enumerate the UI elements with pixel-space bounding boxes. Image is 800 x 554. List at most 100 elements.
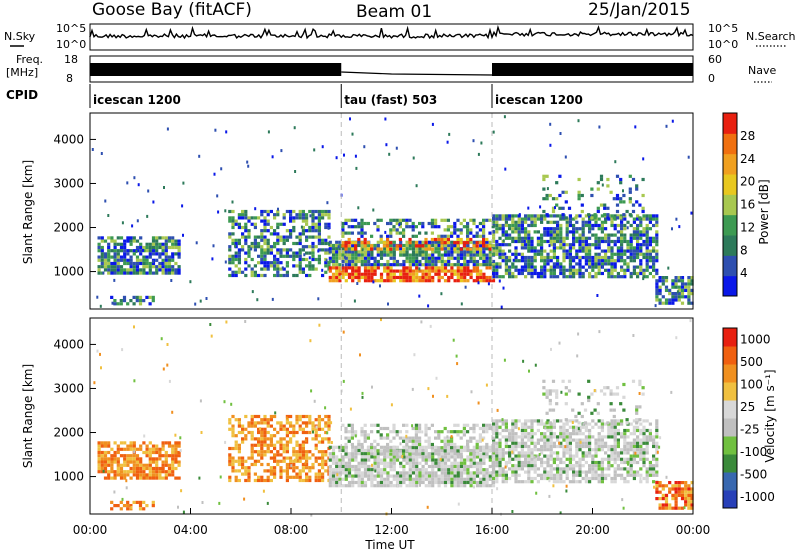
velocity-cell [555,402,559,406]
velocity-cell [434,477,438,481]
power-cell [174,252,178,256]
velocity-cell [501,470,505,474]
power-cell [575,271,579,276]
velocity-cell [655,484,659,488]
velocity-cell [472,445,476,449]
velocity-cell [475,484,480,488]
power-cell [575,262,579,266]
velocity-cell [671,493,675,497]
power-cell [354,247,358,251]
power-cell [517,227,521,231]
power-cell [536,239,540,244]
power-cell [373,259,377,264]
power-cell [620,227,624,231]
power-cell [645,265,649,269]
power-cell [584,236,588,240]
power-cell [508,271,512,276]
velocity-cell [107,457,111,461]
velocity-cell [301,446,305,451]
power-cell [466,263,470,267]
velocity-cell [386,464,390,469]
velocity-cell [424,423,428,427]
power-scatter-point [579,240,582,244]
power-cell [664,285,669,289]
velocity-cell [469,464,473,469]
velocity-cell [360,426,364,431]
power-cell [100,252,104,256]
velocity-cell [504,470,508,474]
velocity-cell [228,421,232,425]
power-cell [501,249,505,253]
velocity-scatter-point [168,379,171,383]
velocity-cell [328,445,332,449]
power-cell [514,275,518,279]
velocity-cell [389,448,393,453]
velocity-cell [562,467,566,471]
velocity-cell [504,476,508,481]
velocity-cell [440,430,444,434]
power-cell [260,254,264,258]
power-cell [623,252,627,256]
power-cell [648,252,652,256]
power-cell [636,271,640,276]
velocity-cell [148,473,152,477]
velocity-cell [671,487,675,491]
power-cell [655,223,659,228]
power-cell [119,302,123,306]
velocity-cell [664,484,669,488]
power-cell [594,243,598,247]
power-cell [301,229,305,233]
power-cell [462,244,466,248]
velocity-cell [142,507,146,511]
velocity-cell [572,432,576,436]
velocity-cell [253,450,257,454]
velocity-cell [551,379,556,383]
power-cell [636,236,640,240]
velocity-cell [289,424,293,428]
velocity-cell [103,460,108,464]
power-cell [113,255,117,259]
velocity-cell [520,441,524,445]
power-cell [575,220,579,224]
power-cell [578,246,582,250]
velocity-cell [414,439,418,443]
velocity-cell [447,452,451,456]
power-scatter-point [634,125,637,129]
power-cell [568,220,572,224]
velocity-cell [626,457,630,461]
velocity-cell [450,430,454,434]
velocity-cell [424,445,428,449]
velocity-cell [110,466,114,471]
power-cell [424,250,428,254]
power-cell [578,271,582,276]
power-cell [395,228,399,232]
power-cell [504,259,508,263]
power-cell [495,220,499,224]
velocity-cell [363,468,368,472]
power-cell [276,267,280,271]
velocity-cell [443,439,447,443]
velocity-cell [677,490,681,494]
velocity-cell [469,477,473,481]
power-cell [437,234,441,238]
power-cell [594,259,598,263]
power-cell [628,213,632,217]
velocity-cell [273,472,277,476]
velocity-cell [610,419,614,423]
power-cell [482,237,486,242]
velocity-cell [482,477,486,481]
velocity-cell [597,425,601,429]
power-cell [418,221,422,226]
power-cell [501,255,505,260]
velocity-cell [533,464,537,468]
velocity-scatter-point [296,459,299,463]
power-cell [408,237,412,242]
velocity-cell [139,466,143,471]
velocity-cell [350,430,354,434]
power-cell [517,239,521,244]
power-cell [443,250,448,254]
power-cell [546,255,550,260]
velocity-cell [370,446,374,450]
velocity-cell [626,441,630,445]
velocity-cell [327,421,331,425]
